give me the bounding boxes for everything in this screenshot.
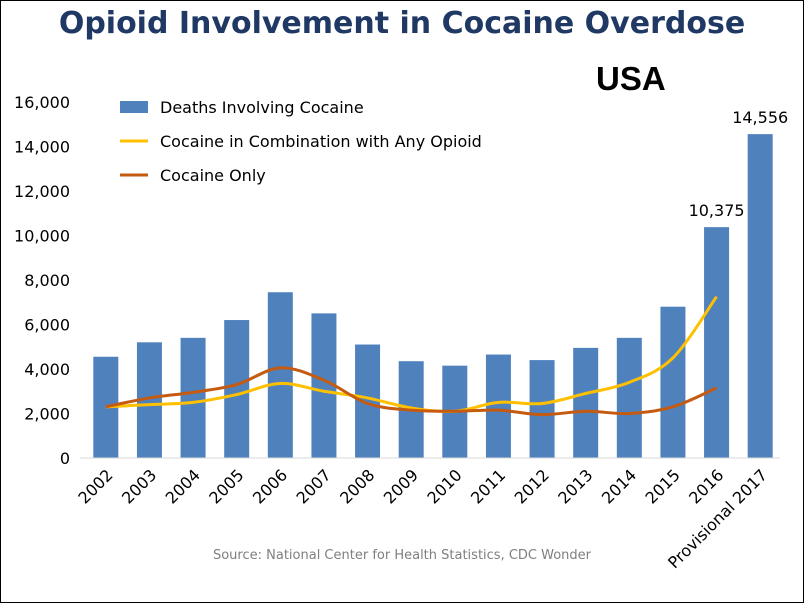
- y-tick-label: 0: [60, 449, 70, 468]
- bar-2011: [485, 354, 511, 458]
- chart-title: Opioid Involvement in Cocaine Overdose: [58, 6, 746, 41]
- y-tick-label: 12,000: [14, 182, 70, 201]
- x-tick-label: 2003: [118, 465, 160, 507]
- x-tick-label: 2002: [74, 465, 116, 507]
- x-tick-label: 2009: [380, 465, 422, 507]
- legend-label-bar: Deaths Involving Cocaine: [160, 98, 364, 117]
- bar-2013: [573, 347, 599, 458]
- y-tick-label: 4,000: [24, 360, 70, 379]
- x-tick-label: 2008: [336, 465, 378, 507]
- x-tick-label: 2010: [423, 465, 465, 507]
- line-series: [105, 295, 718, 417]
- y-tick-label: 16,000: [14, 93, 70, 112]
- y-tick-label: 6,000: [24, 316, 70, 335]
- x-tick-label: 2013: [554, 465, 596, 507]
- y-tick-label: 8,000: [24, 271, 70, 290]
- bar-2012: [529, 360, 555, 458]
- data-labels: 10,375 14,556: [689, 108, 789, 220]
- bar-2014: [616, 337, 642, 458]
- source-note: Source: National Center for Health Stati…: [212, 548, 592, 563]
- x-tick-label: 2015: [642, 465, 684, 507]
- x-tick-label: 2005: [205, 465, 247, 507]
- line-only: [105, 366, 718, 417]
- line-combo: [105, 295, 718, 413]
- bar-2005: [224, 320, 250, 458]
- data-label: 14,556: [732, 108, 788, 127]
- region-label: USA: [596, 60, 666, 97]
- bar-series: [93, 134, 773, 458]
- x-tick-label: 2006: [249, 465, 291, 507]
- bar-2015: [660, 306, 686, 458]
- bar-2004: [180, 337, 206, 458]
- y-tick-label: 2,000: [24, 405, 70, 424]
- legend-label-only: Cocaine Only: [160, 166, 266, 185]
- bar-provisional-2017: [747, 134, 773, 458]
- x-tick-label: 2007: [293, 465, 335, 507]
- data-label: 10,375: [689, 201, 745, 220]
- legend: Deaths Involving Cocaine Cocaine in Comb…: [120, 98, 482, 185]
- y-axis-ticks: 0 2,000 4,000 6,000 8,000 10,000 12,000 14,000 1…: [14, 93, 70, 468]
- bar-2016: [704, 227, 730, 458]
- y-tick-label: 14,000: [14, 138, 70, 157]
- x-tick-label: 2011: [467, 465, 509, 507]
- x-tick-label: 2014: [598, 465, 640, 507]
- legend-label-combo: Cocaine in Combination with Any Opioid: [160, 132, 482, 151]
- legend-swatch-bar: [120, 101, 148, 113]
- bar-2006: [267, 292, 293, 458]
- x-tick-label: 2012: [511, 465, 553, 507]
- y-tick-label: 10,000: [14, 227, 70, 246]
- x-tick-label: 2004: [162, 465, 204, 507]
